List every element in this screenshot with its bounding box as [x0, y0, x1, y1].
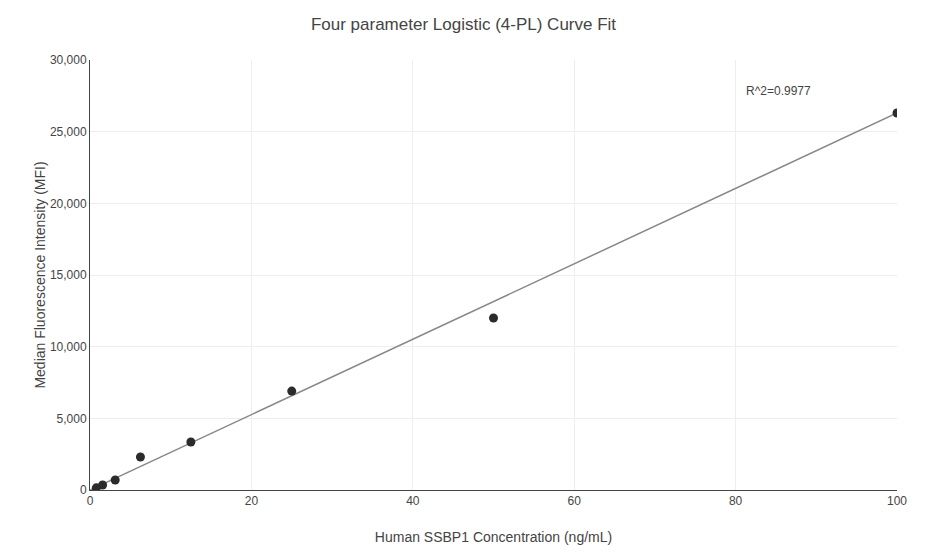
svg-text:5,000: 5,000	[57, 412, 87, 426]
svg-text:20: 20	[245, 494, 259, 508]
svg-text:R^2=0.9977: R^2=0.9977	[746, 84, 811, 98]
svg-text:0: 0	[87, 494, 94, 508]
svg-text:25,000: 25,000	[50, 125, 87, 139]
svg-text:30,000: 30,000	[50, 53, 87, 67]
svg-text:15,000: 15,000	[50, 268, 87, 282]
svg-text:Human SSBP1 Concentration (ng/: Human SSBP1 Concentration (ng/mL)	[375, 529, 612, 545]
svg-text:0: 0	[80, 483, 87, 497]
svg-text:40: 40	[406, 494, 420, 508]
svg-text:80: 80	[729, 494, 743, 508]
svg-text:20,000: 20,000	[50, 197, 87, 211]
svg-text:100: 100	[887, 494, 907, 508]
svg-text:Four parameter Logistic (4-PL): Four parameter Logistic (4-PL) Curve Fit	[311, 15, 616, 34]
svg-text:Median Fluorescence Intensity: Median Fluorescence Intensity (MFI)	[32, 161, 48, 388]
svg-text:60: 60	[568, 494, 582, 508]
svg-text:10,000: 10,000	[50, 340, 87, 354]
